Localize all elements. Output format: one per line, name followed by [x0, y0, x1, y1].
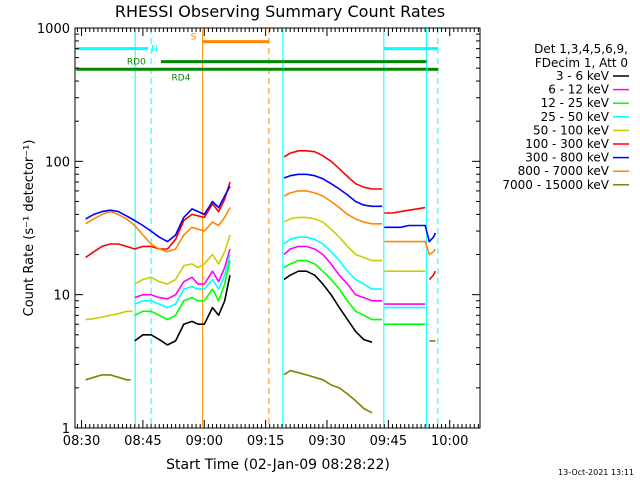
x-axis-ticks: 08:30 08:45 09:00 09:15 09:30 09:45 10:00: [63, 28, 479, 449]
series-50-100-kev-segment-2: [134, 234, 231, 285]
series-lines: [85, 150, 437, 414]
series-6-12-kev-segment-2: [283, 245, 383, 302]
series-100-300-kev-segment-2: [283, 150, 383, 190]
x-tick-label-3: 09:00: [186, 434, 223, 449]
series-7000-15000-kev-segment-2: [283, 369, 373, 414]
flag-label-rd4: RD4: [172, 73, 191, 83]
flag-label-n: N: [151, 45, 158, 55]
legend-label-12-25-kev: 12 - 25 keV: [541, 96, 610, 110]
legend: Det 1,3,4,5,6,9, FDecim 1, Att 0 3 - 6 k…: [502, 42, 629, 192]
series-100-300-kev-segment-1: [85, 181, 231, 259]
x-tick-label-5: 09:30: [308, 434, 345, 449]
series-3-6-kev-segment-1: [134, 275, 231, 346]
series-25-50-kev-segment-2: [283, 236, 383, 290]
flag-label-s: S: [191, 33, 197, 43]
x-axis-label: Start Time (02-Jan-09 08:28:22): [166, 457, 390, 473]
series-100-300-kev-segment-3: [384, 206, 426, 214]
legend-header-line-2: FDecim 1, Att 0: [535, 56, 628, 70]
series-6-12-kev-segment-1: [134, 248, 231, 300]
plot-area: N S RD0 RD4: [74, 27, 481, 429]
x-tick-label-1: 08:30: [63, 434, 100, 449]
y-tick-label-3: 100: [45, 155, 70, 170]
chart-title: RHESSI Observing Summary Count Rates: [115, 2, 445, 21]
vertical-markers: [134, 28, 439, 428]
series-800-7000-kev-segment-1: [85, 207, 231, 253]
series-50-100-kev-segment-3: [283, 216, 383, 262]
legend-label-7000-15000-kev: 7000 - 15000 keV: [502, 178, 609, 192]
legend-label-6-12-kev: 6 - 12 keV: [548, 83, 610, 97]
series-300-800-kev-segment-2: [283, 173, 383, 208]
series-300-800-kev-segment-1: [85, 185, 231, 243]
series-800-7000-kev-segment-3: [384, 240, 437, 256]
flag-label-rd0: RD0: [127, 58, 146, 68]
series-100-300-kev-segment-4: [428, 270, 437, 281]
series-3-6-kev-segment-2: [283, 270, 373, 343]
y-tick-label-2: 10: [53, 289, 70, 304]
series-800-7000-kev-segment-2: [283, 190, 383, 225]
footer-timestamp: 13-Oct-2021 13:11: [558, 468, 634, 477]
series-25-50-kev-segment-1: [134, 254, 231, 309]
legend-label-3-6-kev: 3 - 6 keV: [556, 69, 610, 83]
plot-frame: [74, 27, 481, 429]
y-tick-label-1: 1: [62, 422, 70, 437]
legend-label-50-100-kev: 50 - 100 keV: [533, 123, 610, 137]
legend-label-300-800-kev: 300 - 800 keV: [525, 151, 609, 165]
y-axis-label: Count Rate (s⁻¹ detector⁻¹): [22, 140, 37, 317]
x-tick-label-2: 08:45: [124, 434, 161, 449]
series-7000-15000-kev-segment-1: [85, 374, 131, 381]
series-300-800-kev-segment-3: [384, 224, 437, 243]
series-50-100-kev-segment-1: [85, 310, 133, 321]
x-tick-label-7: 10:00: [431, 434, 468, 449]
legend-label-100-300-kev: 100 - 300 keV: [525, 137, 609, 151]
y-axis-ticks: 1 10 100 1000: [37, 22, 480, 437]
y-tick-label-4: 1000: [37, 22, 70, 37]
series-12-25-kev-segment-1: [134, 260, 231, 321]
legend-label-800-7000-kev: 800 - 7000 keV: [518, 164, 610, 178]
legend-label-25-50-kev: 25 - 50 keV: [541, 110, 610, 124]
flag-bars: N S RD0 RD4: [76, 33, 439, 83]
x-tick-label-4: 09:15: [247, 434, 284, 449]
series-12-25-kev-segment-2: [283, 259, 383, 321]
legend-header-line-1: Det 1,3,4,5,6,9,: [534, 42, 628, 56]
x-tick-label-6: 09:45: [370, 434, 407, 449]
